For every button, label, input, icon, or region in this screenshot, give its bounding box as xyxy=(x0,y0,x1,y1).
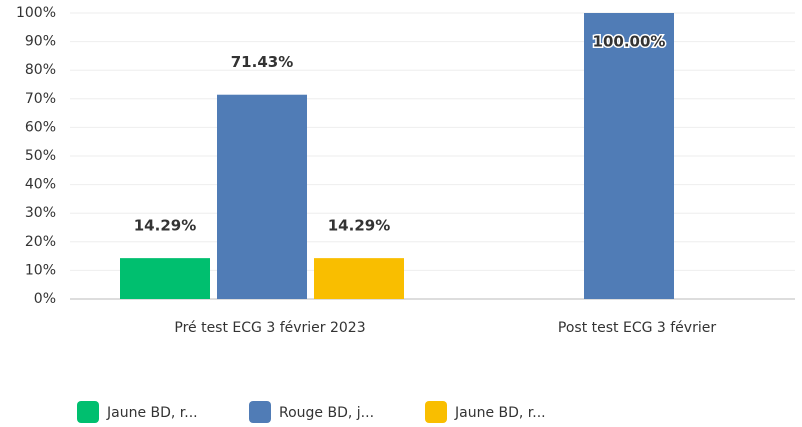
y-tick-label: 40% xyxy=(25,177,56,193)
bar xyxy=(217,94,307,299)
bar xyxy=(314,258,404,299)
legend-swatch xyxy=(77,401,99,423)
y-tick-label: 0% xyxy=(34,291,56,307)
legend-label: Rouge BD, j... xyxy=(279,405,374,421)
y-tick-label: 70% xyxy=(25,91,56,107)
y-tick-label: 50% xyxy=(25,148,56,164)
bar xyxy=(584,13,674,299)
y-tick-label: 80% xyxy=(25,62,56,78)
x-tick-label: Pré test ECG 3 février 2023 xyxy=(174,320,365,336)
y-tick-label: 30% xyxy=(25,205,56,221)
legend-swatch xyxy=(425,401,447,423)
data-label: 71.43% xyxy=(231,53,293,71)
y-tick-label: 60% xyxy=(25,119,56,135)
data-label: 100.00% xyxy=(593,33,666,51)
legend-label: Jaune BD, r... xyxy=(454,405,546,421)
data-label: 14.29% xyxy=(134,217,196,235)
legend-swatch xyxy=(249,401,271,423)
legend-label: Jaune BD, r... xyxy=(106,405,198,421)
y-tick-label: 100% xyxy=(16,5,56,21)
bar xyxy=(120,258,210,299)
x-tick-label: Post test ECG 3 février xyxy=(558,320,716,336)
y-tick-label: 10% xyxy=(25,262,56,278)
data-label: 14.29% xyxy=(328,217,390,235)
y-tick-label: 90% xyxy=(25,34,56,50)
y-tick-label: 20% xyxy=(25,234,56,250)
